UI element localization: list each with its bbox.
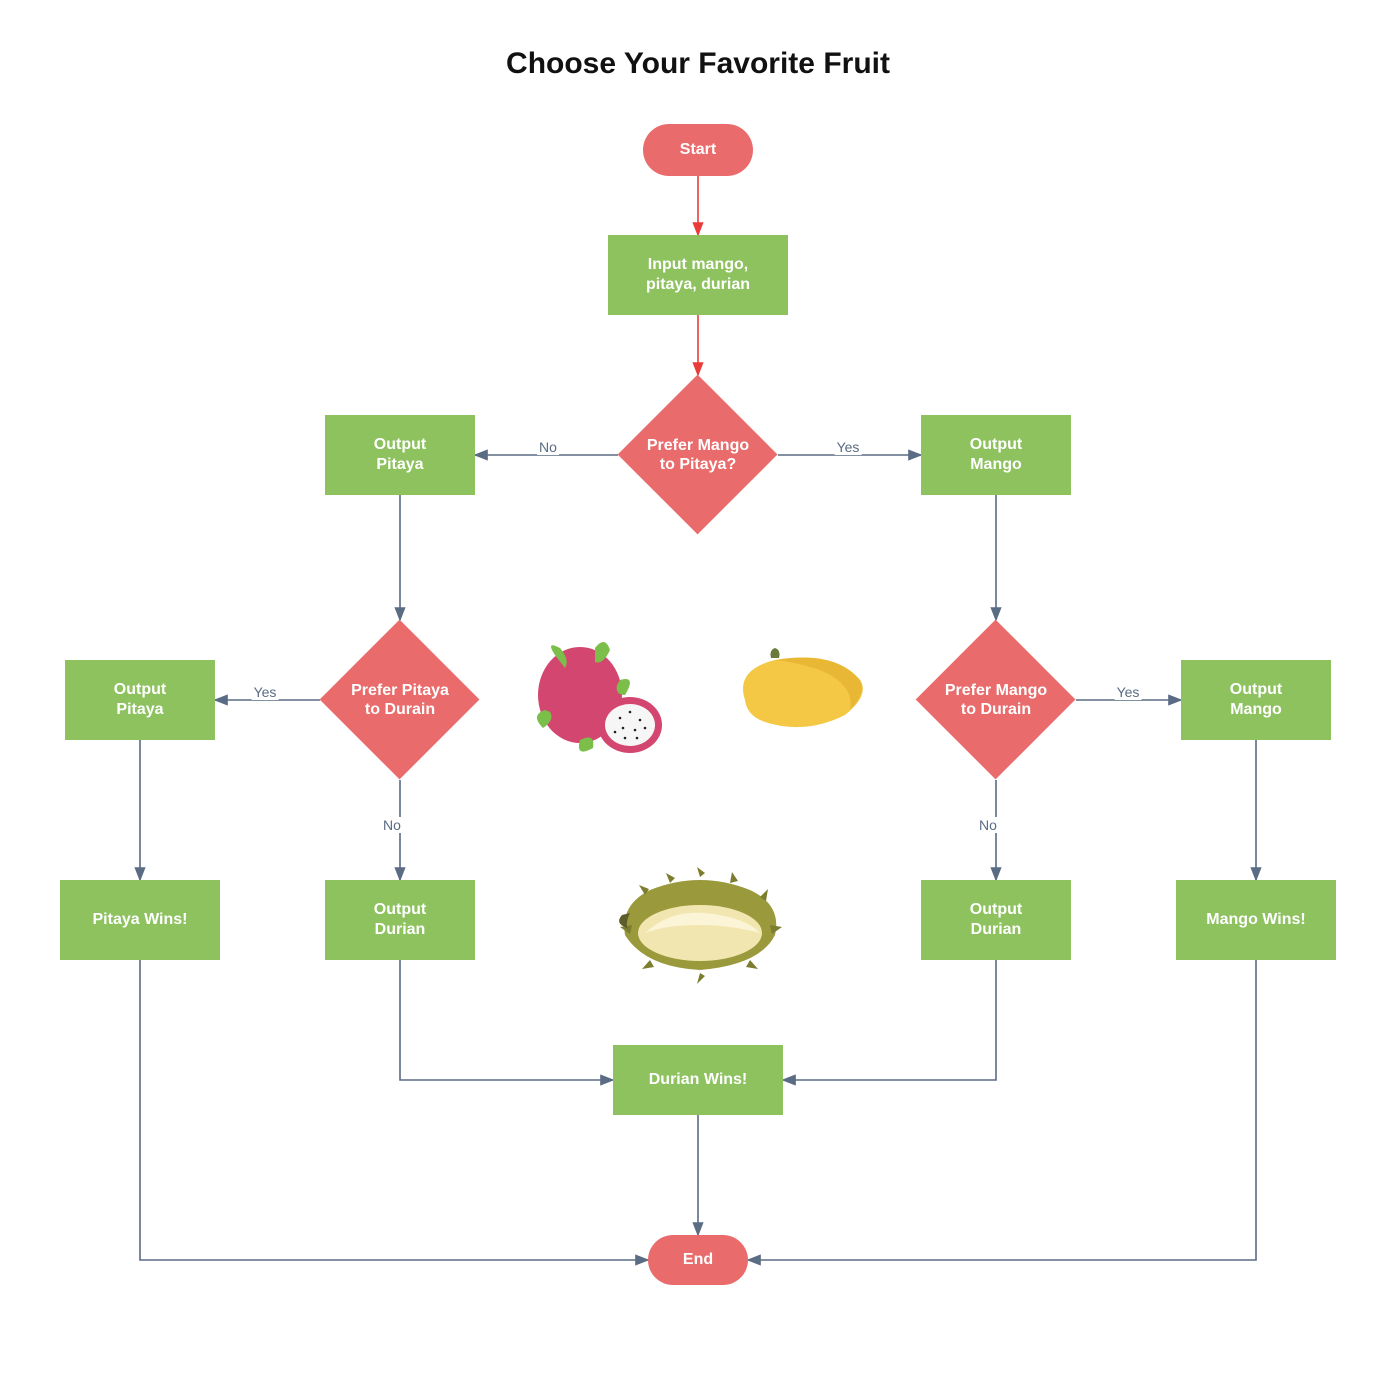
- decision-d2: Prefer Pitaya to Durain: [320, 620, 480, 780]
- process-durian_wins: Durian Wins!: [613, 1045, 783, 1115]
- process-input: Input mango, pitaya, durian: [608, 235, 788, 315]
- flowchart-canvas: Choose Your Favorite Fruit StartInput ma…: [0, 0, 1397, 1375]
- durian-illustration: [610, 855, 790, 985]
- edge-label-d2-out_durian_l: No: [381, 817, 403, 833]
- decision-d3: Prefer Mango to Durain: [916, 620, 1076, 780]
- terminator-end: End: [648, 1235, 748, 1285]
- edge-label-d1-out_pitaya1: No: [537, 439, 559, 455]
- process-mango_wins: Mango Wins!: [1176, 880, 1336, 960]
- decision-label-d3: Prefer Mango to Durain: [916, 620, 1076, 780]
- terminator-start: Start: [643, 124, 753, 176]
- process-out_durian_l: Output Durian: [325, 880, 475, 960]
- edge-out_durian_r-to-durian_wins: [783, 960, 996, 1080]
- decision-d1: Prefer Mango to Pitaya?: [618, 375, 778, 535]
- process-out_durian_r: Output Durian: [921, 880, 1071, 960]
- edge-label-d3-out_durian_r: No: [977, 817, 999, 833]
- edge-mango_wins-to-end: [748, 960, 1256, 1260]
- process-out_mango1: Output Mango: [921, 415, 1071, 495]
- edge-label-d3-out_mango2: Yes: [1115, 684, 1142, 700]
- process-out_pitaya2: Output Pitaya: [65, 660, 215, 740]
- process-out_mango2: Output Mango: [1181, 660, 1331, 740]
- edge-label-d2-out_pitaya2: Yes: [252, 684, 279, 700]
- process-out_pitaya1: Output Pitaya: [325, 415, 475, 495]
- edge-out_durian_l-to-durian_wins: [400, 960, 613, 1080]
- decision-label-d1: Prefer Mango to Pitaya?: [618, 375, 778, 535]
- mango-illustration: [725, 640, 875, 740]
- edge-pitaya_wins-to-end: [140, 960, 648, 1260]
- process-pitaya_wins: Pitaya Wins!: [60, 880, 220, 960]
- edge-label-d1-out_mango1: Yes: [835, 439, 862, 455]
- decision-label-d2: Prefer Pitaya to Durain: [320, 620, 480, 780]
- pitaya-illustration: [525, 640, 675, 760]
